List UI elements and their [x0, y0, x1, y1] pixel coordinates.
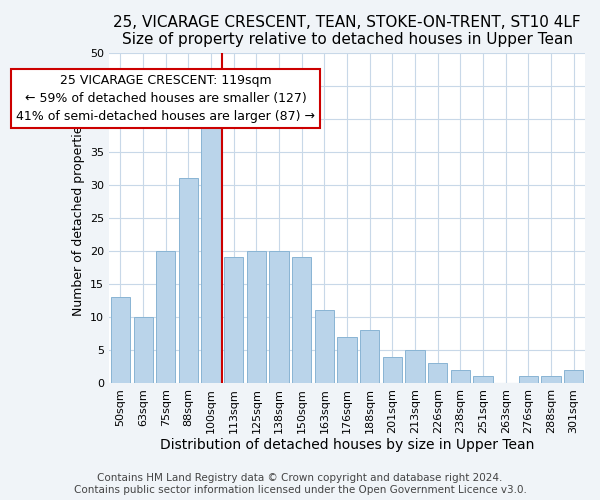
- Bar: [564, 370, 583, 383]
- Y-axis label: Number of detached properties: Number of detached properties: [71, 120, 85, 316]
- Bar: [541, 376, 560, 383]
- X-axis label: Distribution of detached houses by size in Upper Tean: Distribution of detached houses by size …: [160, 438, 534, 452]
- Bar: [519, 376, 538, 383]
- Bar: [156, 251, 175, 383]
- Bar: [337, 336, 357, 383]
- Bar: [202, 126, 221, 383]
- Bar: [224, 258, 244, 383]
- Bar: [269, 251, 289, 383]
- Text: 25 VICARAGE CRESCENT: 119sqm
← 59% of detached houses are smaller (127)
41% of s: 25 VICARAGE CRESCENT: 119sqm ← 59% of de…: [16, 74, 315, 123]
- Bar: [360, 330, 379, 383]
- Bar: [247, 251, 266, 383]
- Bar: [134, 317, 153, 383]
- Bar: [473, 376, 493, 383]
- Bar: [383, 356, 402, 383]
- Bar: [292, 258, 311, 383]
- Bar: [315, 310, 334, 383]
- Bar: [451, 370, 470, 383]
- Bar: [111, 297, 130, 383]
- Title: 25, VICARAGE CRESCENT, TEAN, STOKE-ON-TRENT, ST10 4LF
Size of property relative : 25, VICARAGE CRESCENT, TEAN, STOKE-ON-TR…: [113, 15, 581, 48]
- Bar: [428, 363, 448, 383]
- Bar: [406, 350, 425, 383]
- Bar: [179, 178, 198, 383]
- Text: Contains HM Land Registry data © Crown copyright and database right 2024.
Contai: Contains HM Land Registry data © Crown c…: [74, 474, 526, 495]
